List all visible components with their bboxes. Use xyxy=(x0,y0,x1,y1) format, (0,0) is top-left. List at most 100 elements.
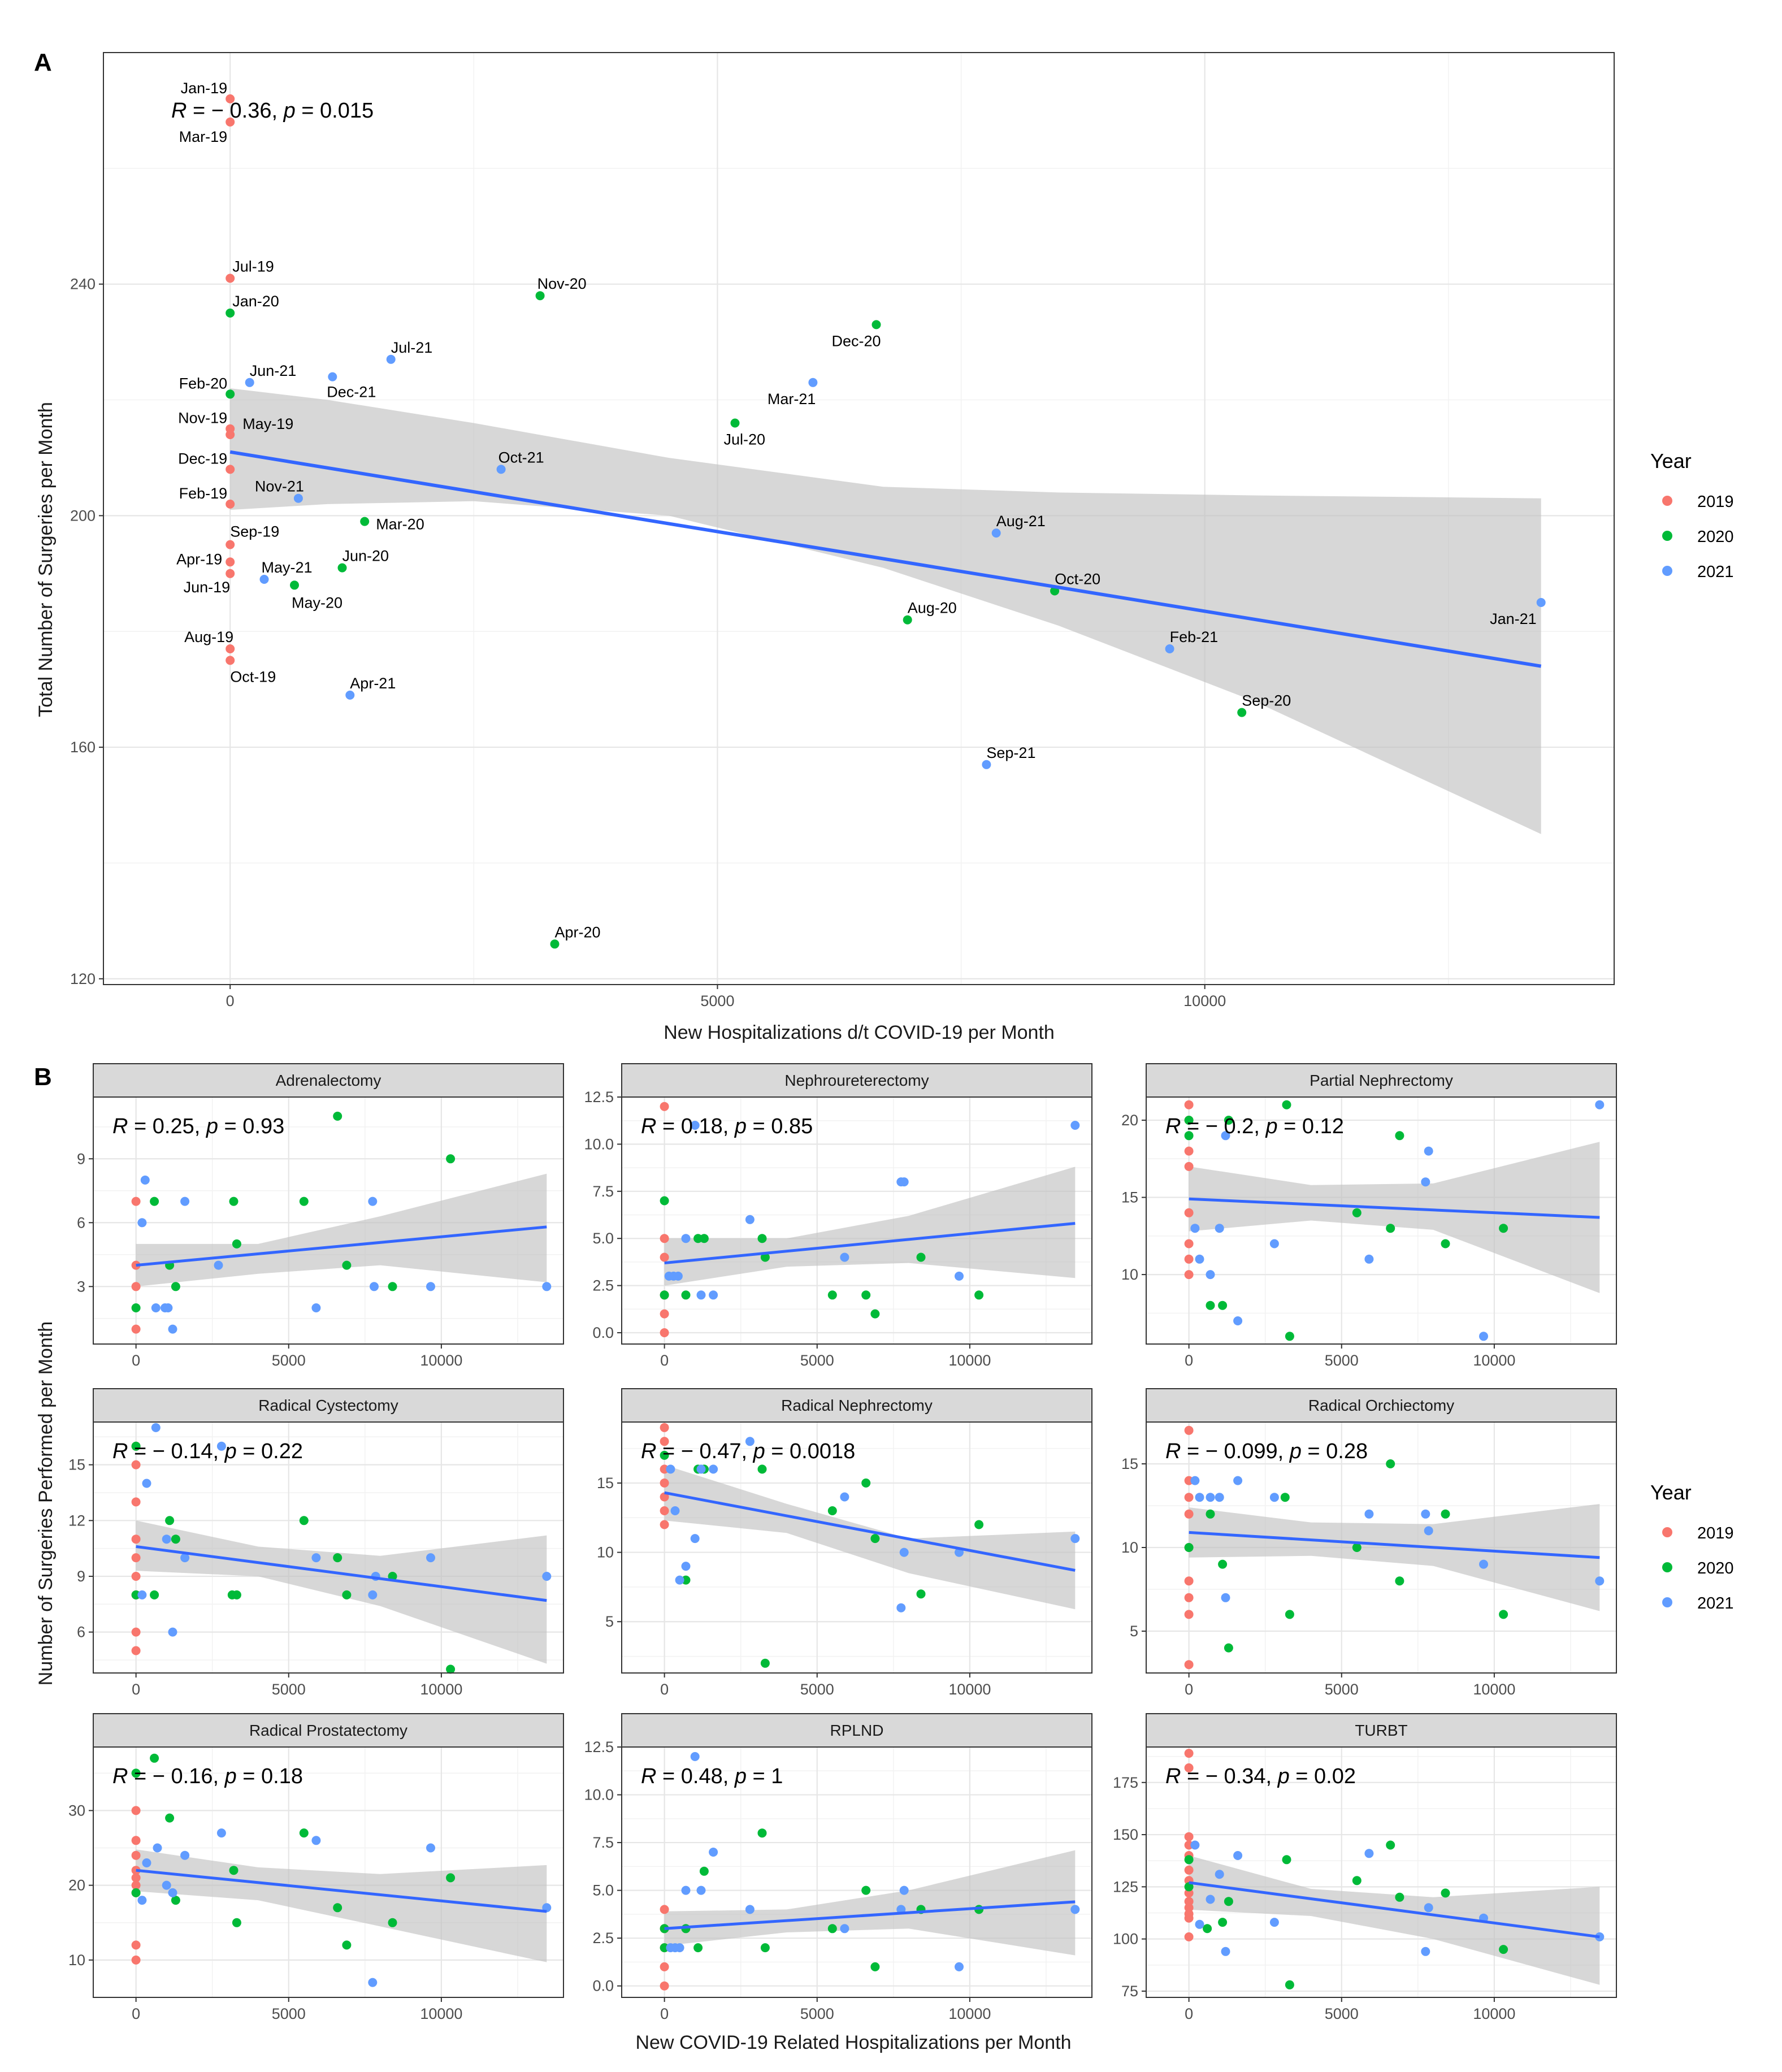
facet-turbt-point-2020 xyxy=(1441,1888,1450,1898)
facet-radical-nephrectomy-confidence-band xyxy=(664,1465,1076,1610)
facet-radical-nephrectomy-point-2020 xyxy=(870,1534,880,1544)
facet-turbt-point-2020 xyxy=(1395,1892,1404,1902)
legend-a-2021-marker xyxy=(1662,566,1672,576)
facet-nephroureterectomy-point-2021 xyxy=(690,1121,700,1130)
facet-radical-prostatectomy-point-2019 xyxy=(131,1873,141,1883)
facet-radical-orchiectomy-y-tick-label: 5 xyxy=(1130,1623,1138,1640)
facet-radical-nephrectomy-point-2021 xyxy=(670,1506,680,1515)
facet-partial-nephrectomy-point-2019 xyxy=(1184,1208,1194,1217)
facet-radical-cystectomy-point-2020 xyxy=(446,1664,456,1674)
facet-radical-cystectomy-strip xyxy=(93,1388,564,1423)
facet-radical-nephrectomy-correlation-annotation: R = − 0.47, p = 0.0018 xyxy=(641,1440,855,1463)
facet-radical-nephrectomy-point-2021 xyxy=(709,1464,718,1474)
panel-a-x-tick-label: 0 xyxy=(226,992,235,1009)
facet-radical-nephrectomy-point-2020 xyxy=(757,1464,767,1474)
facet-radical-prostatectomy-point-2021 xyxy=(368,1978,378,1987)
panel-a-point-label: Oct-19 xyxy=(230,668,276,685)
panel-a-point-2019 xyxy=(226,557,235,567)
panel-a-point-2021 xyxy=(259,575,269,584)
facet-adrenalectomy-x-tick-label: 10000 xyxy=(420,1352,462,1369)
facet-radical-nephrectomy: Radical Nephrectomy R = − 0.47, p = 0.001… xyxy=(597,1388,1092,1698)
facet-radical-nephrectomy-point-2020 xyxy=(861,1478,871,1488)
panel-a-point-label: Nov-21 xyxy=(255,478,304,495)
facet-radical-cystectomy-y-tick-label: 12 xyxy=(68,1512,85,1529)
facet-turbt-strip xyxy=(1146,1713,1617,1748)
facet-rplnd-x-tick-label: 0 xyxy=(660,2005,669,2022)
facet-adrenalectomy-strip xyxy=(93,1063,564,1098)
facet-radical-orchiectomy-point-2020 xyxy=(1499,1610,1508,1619)
facet-radical-nephrectomy-point-2019 xyxy=(660,1423,669,1432)
facet-radical-orchiectomy-point-2019 xyxy=(1184,1425,1194,1435)
panel-a-point-2019 xyxy=(226,540,235,549)
facet-radical-orchiectomy-confidence-band xyxy=(1189,1504,1600,1611)
facet-radical-prostatectomy-x-tick-label: 5000 xyxy=(272,2005,306,2022)
facet-radical-cystectomy-panel-border xyxy=(93,1421,564,1674)
panel-a-plot: Jan-19 Mar-19 Jul-19 Jan-20 Feb-20 Nov-19 May-… xyxy=(70,52,1615,1009)
facet-rplnd-point-2021 xyxy=(709,1848,718,1857)
facet-partial-nephrectomy-x-tick-label: 5000 xyxy=(1325,1352,1359,1369)
panel-a-point-label: May-21 xyxy=(262,559,313,576)
facet-turbt-point-2020 xyxy=(1499,1945,1508,1954)
panel-a-point-2019 xyxy=(226,569,235,578)
facet-radical-orchiectomy-point-2021 xyxy=(1215,1493,1224,1502)
facet-nephroureterectomy: Nephroureterectomy R = 0.18, p = 0.85 0 500… xyxy=(584,1063,1092,1369)
facet-nephroureterectomy-point-2021 xyxy=(709,1290,718,1300)
facet-radical-nephrectomy-point-2019 xyxy=(660,1506,669,1515)
panel-a-point-label: Mar-21 xyxy=(768,391,816,408)
facet-radical-nephrectomy-point-2021 xyxy=(690,1534,700,1544)
facet-partial-nephrectomy-strip-title: Partial Nephrectomy xyxy=(1310,1072,1453,1089)
legend-b-2021-label: 2021 xyxy=(1697,1594,1734,1612)
facet-partial-nephrectomy-point-2021 xyxy=(1215,1224,1224,1233)
facet-radical-prostatectomy-strip xyxy=(93,1713,564,1748)
facet-radical-prostatectomy-point-2021 xyxy=(162,1880,171,1890)
facet-turbt-y-tick-label: 150 xyxy=(1113,1826,1138,1843)
facet-radical-prostatectomy-point-2019 xyxy=(131,1880,141,1890)
facet-radical-orchiectomy-x-tick-label: 10000 xyxy=(1473,1681,1515,1698)
facet-nephroureterectomy-x-tick-label: 5000 xyxy=(800,1352,834,1369)
panel-a-point-label: Dec-21 xyxy=(327,384,376,401)
panel-a-point-2021 xyxy=(496,465,506,474)
panel-a-point-label: Jan-20 xyxy=(232,293,279,310)
facet-rplnd-point-2020 xyxy=(660,1924,669,1934)
panel-a-regression-line xyxy=(229,450,1542,668)
facet-radical-nephrectomy-point-2019 xyxy=(660,1437,669,1446)
facet-rplnd-point-2020 xyxy=(699,1866,709,1876)
panel-a-point-label: Mar-20 xyxy=(376,516,424,533)
facet-radical-nephrectomy-regression-line xyxy=(664,1491,1076,1572)
facet-nephroureterectomy-point-2021 xyxy=(696,1290,706,1300)
facet-turbt-point-2020 xyxy=(1285,1980,1294,1989)
facet-partial-nephrectomy-point-2021 xyxy=(1424,1146,1433,1156)
facet-radical-orchiectomy-point-2021 xyxy=(1479,1559,1488,1569)
panel-a-point-2021 xyxy=(991,528,1001,538)
facet-partial-nephrectomy-point-2021 xyxy=(1364,1254,1374,1264)
facet-partial-nephrectomy-point-2021 xyxy=(1269,1239,1279,1249)
facet-radical-cystectomy-x-tick-label: 5000 xyxy=(272,1681,306,1698)
panel-a-point-2021 xyxy=(386,354,396,364)
facet-radical-cystectomy-point-2021 xyxy=(542,1572,552,1581)
facet-radical-nephrectomy-x-tick-label: 10000 xyxy=(948,1681,991,1698)
legend-b-2021-marker xyxy=(1662,1597,1672,1607)
panel-b-legend: Year 2019 2020 2021 xyxy=(1650,1481,1734,1612)
facet-radical-cystectomy-point-2019 xyxy=(131,1535,141,1544)
panel-a-point-label: Dec-20 xyxy=(831,332,881,349)
facet-adrenalectomy-y-tick-label: 6 xyxy=(77,1214,85,1231)
legend-a-title: Year xyxy=(1650,449,1692,473)
facet-partial-nephrectomy-point-2020 xyxy=(1224,1116,1233,1125)
facet-adrenalectomy-x-tick-label: 0 xyxy=(132,1352,140,1369)
facet-partial-nephrectomy-point-2020 xyxy=(1206,1301,1215,1310)
facet-radical-prostatectomy-point-2021 xyxy=(137,1896,147,1905)
legend-b-2019-label: 2019 xyxy=(1697,1524,1734,1542)
facet-radical-orchiectomy-point-2019 xyxy=(1184,1660,1194,1670)
facet-rplnd-y-tick-label: 10.0 xyxy=(584,1787,614,1804)
facet-turbt-point-2021 xyxy=(1190,1840,1200,1850)
panel-a-point-2020 xyxy=(535,291,545,301)
facet-partial-nephrectomy-point-2021 xyxy=(1479,1332,1488,1341)
facet-adrenalectomy-point-2020 xyxy=(232,1239,241,1249)
facet-radical-orchiectomy-point-2020 xyxy=(1386,1459,1395,1468)
panel-a-point-2020 xyxy=(1237,708,1247,717)
facet-radical-cystectomy-y-tick-label: 9 xyxy=(77,1568,85,1585)
facet-radical-cystectomy-point-2021 xyxy=(162,1535,171,1544)
facet-turbt-point-2019 xyxy=(1184,1932,1194,1941)
panel-a-point-2019 xyxy=(226,94,235,103)
facet-adrenalectomy-point-2020 xyxy=(150,1197,159,1206)
